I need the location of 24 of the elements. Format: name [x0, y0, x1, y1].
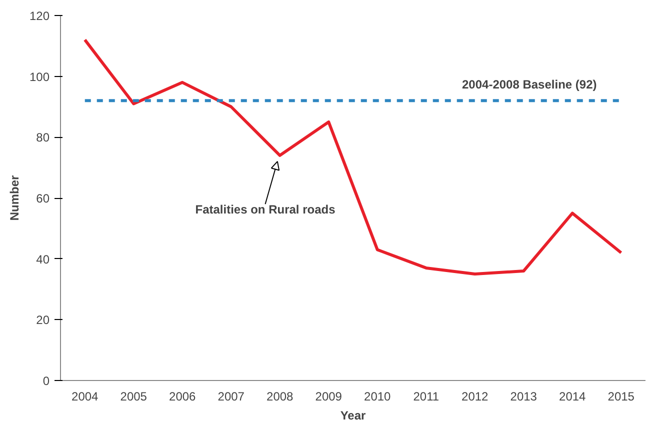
- line-series: [83, 38, 623, 276]
- x-axis-title: Year: [340, 408, 366, 422]
- y-tick-label: 60: [36, 192, 50, 206]
- x-tick-label: 2006: [169, 390, 196, 404]
- x-tick-label: 2013: [510, 390, 538, 404]
- y-tick-label: 80: [36, 130, 50, 145]
- annotation: Fatalities on Rural roads: [195, 202, 336, 216]
- x-tick-label: 2012: [462, 390, 489, 404]
- x-tick-label: 2014: [559, 390, 586, 404]
- y-tick-label: 0: [42, 374, 50, 388]
- x-tick-label: 2015: [608, 390, 635, 404]
- x-tick-label: 2007: [218, 390, 245, 404]
- y-tick-label: 20: [36, 313, 50, 328]
- x-tick-label: 2010: [364, 390, 392, 404]
- y-axis-title: Number: [7, 175, 22, 221]
- y-tick-label: 40: [36, 252, 50, 266]
- x-tick-label: 2008: [266, 390, 294, 404]
- ref-line-label: 2004-2008 Baseline (92): [462, 78, 597, 92]
- x-tick-label: 2004: [72, 390, 99, 404]
- x-tick-label: 2009: [315, 390, 342, 404]
- y-tick-label: 100: [29, 70, 50, 84]
- x-tick-label: 2005: [120, 390, 148, 404]
- y-tick-label: 120: [29, 9, 50, 23]
- x-tick-label: 2011: [413, 390, 440, 404]
